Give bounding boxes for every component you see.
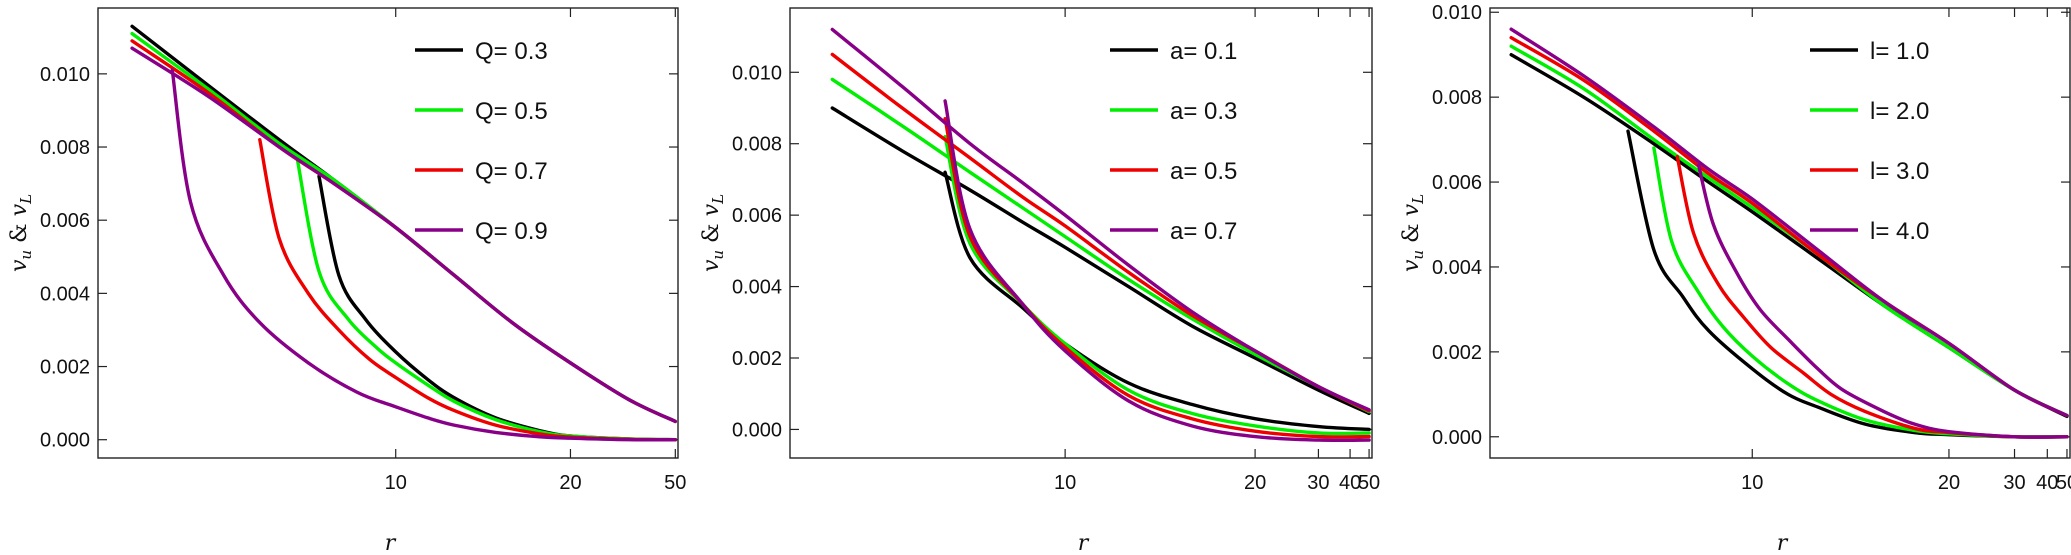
- series-1: [830, 106, 1371, 432]
- legend-label: Q= 0.3: [475, 38, 548, 65]
- series-line-lower: [943, 134, 1371, 436]
- x-tick-label: 40: [1339, 472, 1361, 494]
- y-tick-label: 0.000: [40, 430, 90, 452]
- x-tick-label: 30: [2003, 472, 2025, 494]
- x-tick-label: 10: [1741, 472, 1763, 494]
- series-line-upper: [130, 46, 677, 424]
- x-tick-label: 50: [1358, 472, 1380, 494]
- x-axis-label: r: [385, 531, 397, 555]
- x-tick-label: 50: [2056, 472, 2071, 494]
- series-line-lower: [1696, 163, 2069, 439]
- y-tick-label: 0.006: [1432, 172, 1482, 194]
- y-tick-label: 0.004: [732, 277, 782, 299]
- legend-label: l= 3.0: [1870, 158, 1929, 185]
- legend-label: l= 4.0: [1870, 218, 1929, 245]
- y-tick-label: 0.002: [732, 348, 782, 370]
- legend-label: Q= 0.5: [475, 98, 548, 125]
- y-tick-label: 0.002: [1432, 342, 1482, 364]
- chart-panel-3: 0.000 0.002 0.004 0.006 0.008 0.010 10 20 30 4050…: [1399, 2, 2071, 555]
- legend-label: a= 0.3: [1170, 98, 1237, 125]
- plot-frame: [1489, 7, 2071, 459]
- y-tick-label: 0.002: [40, 357, 90, 379]
- legend-label: a= 0.1: [1170, 38, 1237, 65]
- y-tick-label: 0.006: [732, 205, 782, 227]
- x-tick-label: 40: [2036, 472, 2058, 494]
- curves: [130, 24, 677, 442]
- y-tick-label: 0.008: [40, 137, 90, 159]
- x-tick-label: 20: [559, 472, 581, 494]
- y-tick-label: 0.010: [732, 62, 782, 84]
- series-4: [830, 27, 1371, 443]
- y-tick-label: 0.000: [1432, 427, 1482, 449]
- curves: [1509, 27, 2069, 439]
- x-tick-label: 20: [1244, 472, 1266, 494]
- series-1: [1509, 53, 2069, 439]
- series-line-upper: [830, 52, 1371, 413]
- plot-frame: [789, 7, 1373, 459]
- curves: [830, 27, 1371, 443]
- x-tick-label: 50: [664, 472, 686, 494]
- chart-panel-2: 0.000 0.002 0.004 0.006 0.008 0.010 10 20 30 4050…: [699, 7, 1380, 555]
- legend-label: a= 0.5: [1170, 158, 1237, 185]
- y-tick-label: 0.008: [732, 134, 782, 156]
- chart-panel-1: 0.000 0.002 0.004 0.006 0.008 0.010 10 20 50 r vu …: [7, 7, 686, 555]
- series-line-upper: [1509, 44, 2069, 418]
- y-axis-label: vu & vL: [1399, 194, 1427, 272]
- y-tick-label: 0.008: [1432, 87, 1482, 109]
- series-line-upper: [830, 27, 1371, 412]
- x-axis-label: r: [1078, 531, 1090, 555]
- legend-label: Q= 0.9: [475, 218, 548, 245]
- x-tick-label: 10: [1054, 472, 1076, 494]
- series-4: [1509, 27, 2069, 439]
- series-line-upper: [1509, 27, 2069, 418]
- legend-label: l= 2.0: [1870, 98, 1929, 125]
- legend-label: l= 1.0: [1870, 38, 1929, 65]
- legend-label: a= 0.7: [1170, 218, 1237, 245]
- series-line-lower: [1652, 146, 2069, 439]
- legend: l= 1.0 l= 2.0 l= 3.0 l= 4.0: [1810, 38, 1929, 245]
- y-tick-label: 0.010: [1432, 2, 1482, 24]
- y-tick-label: 0.004: [1432, 257, 1482, 279]
- y-tick-label: 0.010: [40, 64, 90, 86]
- series-line-upper: [830, 106, 1371, 416]
- x-tick-label: 10: [385, 472, 407, 494]
- y-tick-label: 0.000: [732, 419, 782, 441]
- series-line-upper: [130, 31, 677, 424]
- series-line-upper: [130, 24, 677, 424]
- series-line-lower: [943, 117, 1371, 439]
- y-axis-label: vu & vL: [699, 194, 727, 272]
- legend: Q= 0.3 Q= 0.5 Q= 0.7 Q= 0.9: [415, 38, 548, 245]
- x-tick-label: 20: [1938, 472, 1960, 494]
- x-tick-label: 30: [1307, 472, 1329, 494]
- series-line-lower: [170, 68, 677, 442]
- legend-label: Q= 0.7: [475, 158, 548, 185]
- legend: a= 0.1 a= 0.3 a= 0.5 a= 0.7: [1110, 38, 1237, 245]
- x-axis-label: r: [1777, 531, 1789, 555]
- plot-frame: [97, 7, 679, 459]
- series-line-lower: [943, 170, 1371, 432]
- series-4: [130, 46, 677, 442]
- series-line-lower: [295, 156, 677, 442]
- y-tick-label: 0.006: [40, 210, 90, 232]
- y-axis-label: vu & vL: [7, 194, 35, 272]
- series-line-lower: [943, 99, 1371, 443]
- y-tick-label: 0.004: [40, 283, 90, 305]
